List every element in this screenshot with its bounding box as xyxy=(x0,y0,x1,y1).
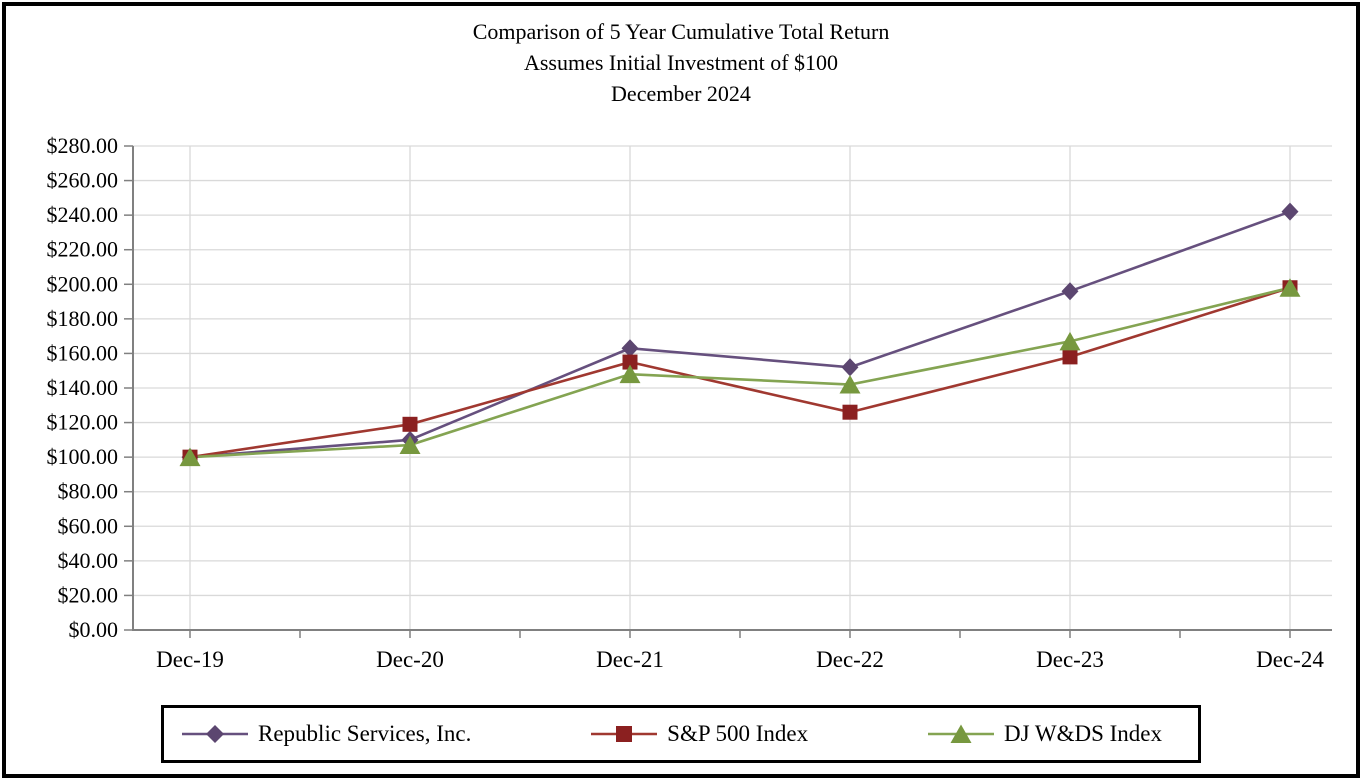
svg-text:Dec-20: Dec-20 xyxy=(376,647,444,672)
svg-text:$20.00: $20.00 xyxy=(58,582,119,607)
legend: Republic Services, Inc. S&P 500 Index DJ… xyxy=(161,705,1201,763)
legend-label: DJ W&DS Index xyxy=(1003,721,1162,746)
svg-text:$280.00: $280.00 xyxy=(47,133,119,158)
svg-text:$220.00: $220.00 xyxy=(47,237,119,262)
chart-title-line-3: December 2024 xyxy=(611,81,751,106)
svg-text:$0.00: $0.00 xyxy=(69,617,119,642)
chart-title-line-2: Assumes Initial Investment of $100 xyxy=(523,50,839,75)
legend-item-sp500: S&P 500 Index xyxy=(589,721,808,747)
svg-text:$240.00: $240.00 xyxy=(47,202,119,227)
legend-label: Republic Services, Inc. xyxy=(258,721,472,746)
svg-text:$100.00: $100.00 xyxy=(47,444,119,469)
svg-text:$180.00: $180.00 xyxy=(47,306,119,331)
svg-text:Dec-21: Dec-21 xyxy=(596,647,664,672)
svg-text:$200.00: $200.00 xyxy=(47,271,119,296)
legend-item-republic-services: Republic Services, Inc. xyxy=(180,721,471,747)
svg-text:$260.00: $260.00 xyxy=(47,168,119,193)
svg-text:Dec-22: Dec-22 xyxy=(816,647,884,672)
svg-text:Dec-24: Dec-24 xyxy=(1256,647,1324,672)
svg-text:Dec-23: Dec-23 xyxy=(1036,647,1104,672)
legend-item-dj-wds: DJ W&DS Index xyxy=(926,721,1162,747)
triangle-marker-icon xyxy=(927,724,994,743)
svg-text:Dec-19: Dec-19 xyxy=(156,647,224,672)
svg-text:$60.00: $60.00 xyxy=(58,513,119,538)
legend-label: S&P 500 Index xyxy=(667,721,809,746)
svg-text:$120.00: $120.00 xyxy=(47,410,119,435)
svg-text:$140.00: $140.00 xyxy=(47,375,119,400)
chart-title-line-1: Comparison of 5 Year Cumulative Total Re… xyxy=(472,19,890,44)
square-marker-icon xyxy=(591,726,658,742)
svg-text:$80.00: $80.00 xyxy=(58,479,119,504)
chart-title-block: Comparison of 5 Year Cumulative Total Re… xyxy=(0,16,1362,109)
svg-text:$160.00: $160.00 xyxy=(47,340,119,365)
svg-text:$40.00: $40.00 xyxy=(58,548,119,573)
diamond-marker-icon xyxy=(182,725,248,743)
